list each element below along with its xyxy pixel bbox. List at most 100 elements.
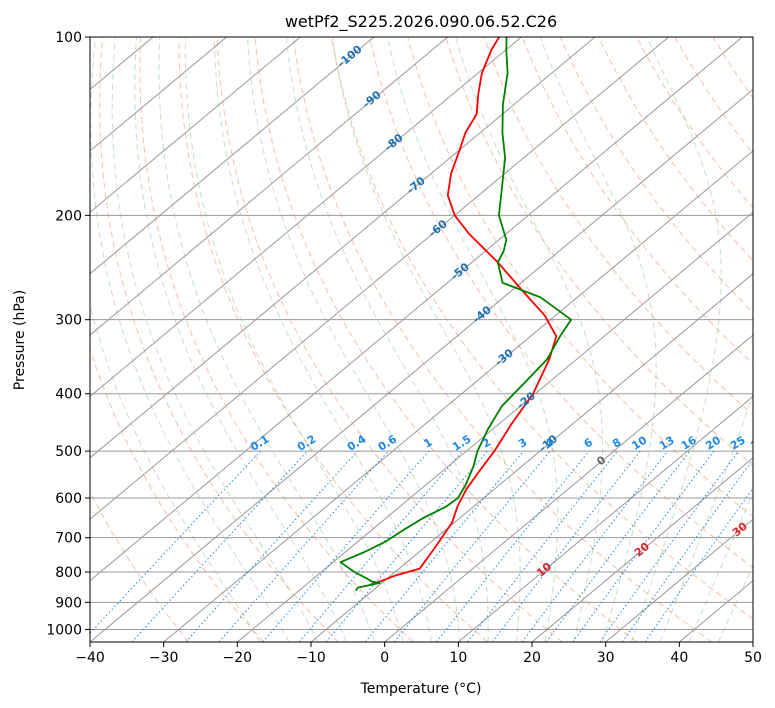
dry-adiabat-line [99, 37, 339, 642]
mixing-ratio-line [364, 450, 524, 642]
x-tick-label: −20 [223, 650, 253, 666]
y-tick-label: 900 [55, 595, 82, 611]
y-tick-label: 700 [55, 531, 82, 547]
mixing-ratio-line [599, 450, 740, 642]
isotherm-line [531, 457, 753, 642]
mixing-ratio-label: 25 [728, 434, 748, 453]
dry-adiabat-line [90, 347, 264, 642]
isotherm-line [163, 150, 753, 642]
moist-adiabat-line [111, 37, 319, 642]
moist-adiabat-line [539, 37, 657, 642]
dry-adiabat-line [445, 37, 753, 467]
mixing-ratio-line [521, 450, 669, 642]
dry-adiabats [90, 37, 753, 642]
mixing-ratio-label: 0.6 [376, 432, 400, 454]
moist-adiabat-line [90, 37, 290, 642]
isotherm-line [237, 211, 753, 642]
moist-adiabat-line [158, 37, 376, 642]
isotherm-line [384, 334, 753, 642]
mixing-ratio-lines [90, 450, 753, 642]
dry-adiabat-line [598, 37, 753, 262]
moist-adiabats [90, 37, 753, 642]
moist-adiabat-line [184, 37, 404, 642]
plot-frame [89, 36, 754, 643]
mixing-ratio-label: 20 [703, 433, 723, 452]
mixing-ratio-line [572, 450, 715, 642]
isotherm-line [90, 37, 448, 336]
mixing-ratio-line [185, 450, 358, 642]
moist-adiabat-line [331, 37, 521, 642]
mixing-ratio-label: 30 [748, 433, 768, 452]
dry-adiabat-line [178, 37, 488, 642]
y-tick-label: 800 [55, 565, 82, 581]
y-axis: 100 200 300 400 500 600 700 800 900 1000 [46, 30, 90, 638]
isotherm-label: -100 [335, 42, 365, 70]
dry-adiabat-line [216, 37, 563, 642]
mixing-ratio-labels: 0.1 0.2 0.4 0.6 1 1.5 2 3 4 6 8 10 13 16 20 25 30 36 [248, 432, 768, 454]
y-axis-label: Pressure (hPa) [12, 290, 28, 390]
x-tick-label: −10 [296, 650, 326, 666]
isotherm-line [458, 395, 753, 642]
moist-adiabat-line [630, 37, 722, 642]
isotherm-gridlines [90, 37, 753, 642]
x-tick-label: 0 [380, 650, 389, 666]
dry-adiabat-line [674, 37, 753, 155]
y-tick-label: 200 [55, 208, 82, 224]
y-tick-label: 100 [55, 30, 82, 46]
dry-adiabat-line [331, 37, 753, 620]
mixing-ratio-label: 3 [516, 436, 529, 451]
moist-adiabat-line [213, 37, 432, 642]
isotherm-line [90, 37, 522, 398]
x-tick-label: 30 [597, 650, 615, 666]
mixing-ratio-line [621, 458, 753, 642]
mixing-ratio-line [467, 450, 618, 642]
dry-adiabat-line [407, 37, 753, 518]
x-tick-label: −40 [75, 650, 105, 666]
moist-adiabat-line [90, 302, 261, 642]
mixing-ratio-label: 1 [421, 436, 434, 451]
moist-adiabat-line [247, 37, 461, 642]
mixing-ratio-line [436, 450, 590, 642]
x-tick-label: −30 [149, 650, 179, 666]
dry-adiabat-line [369, 37, 753, 569]
x-tick-label: 10 [449, 650, 467, 666]
isotherm-line [90, 37, 743, 582]
mixing-ratio-line [644, 487, 753, 642]
moist-adiabat-line [688, 491, 753, 642]
x-tick-label: 40 [670, 650, 688, 666]
moist-adiabat-line [717, 564, 753, 642]
moist-adiabat-line [659, 392, 753, 642]
isotherm-line [90, 37, 596, 459]
y-tick-label: 1000 [46, 622, 82, 638]
x-tick-label: 20 [523, 650, 541, 666]
y-tick-label: 500 [55, 444, 82, 460]
mixing-ratio-label: 10 [630, 433, 650, 452]
mixing-ratio-line [298, 450, 463, 642]
mixing-ratio-line [393, 450, 551, 642]
x-tick-label: 50 [744, 650, 762, 666]
moist-adiabat-line [285, 37, 489, 642]
moist-adiabat-line [387, 37, 559, 642]
isotherm-line [752, 641, 753, 642]
isotherm-line [90, 37, 669, 520]
dry-adiabat-line [90, 490, 190, 642]
x-axis: −40 −30 −20 −10 0 10 20 30 40 50 [75, 642, 762, 666]
mixing-ratio-label: 6 [582, 435, 596, 450]
y-tick-label: 400 [55, 387, 82, 403]
mixing-ratio-line [545, 450, 691, 642]
temperature-line [370, 37, 558, 586]
dry-adiabat-line [636, 37, 753, 209]
dry-adiabat-line [483, 37, 753, 416]
isotherm-line [679, 579, 753, 642]
dry-adiabat-line [139, 37, 414, 642]
mixing-ratio-line [218, 450, 389, 642]
isotherm-line [90, 37, 375, 275]
dry-adiabat-line [750, 37, 753, 41]
isotherm-line [90, 37, 301, 213]
isotherm-line [310, 273, 753, 642]
dry-adiabat-line [712, 37, 753, 99]
isotherm-line [90, 37, 227, 152]
chart-title: wetPf2_S225.2026.090.06.52.C26 [285, 12, 557, 32]
